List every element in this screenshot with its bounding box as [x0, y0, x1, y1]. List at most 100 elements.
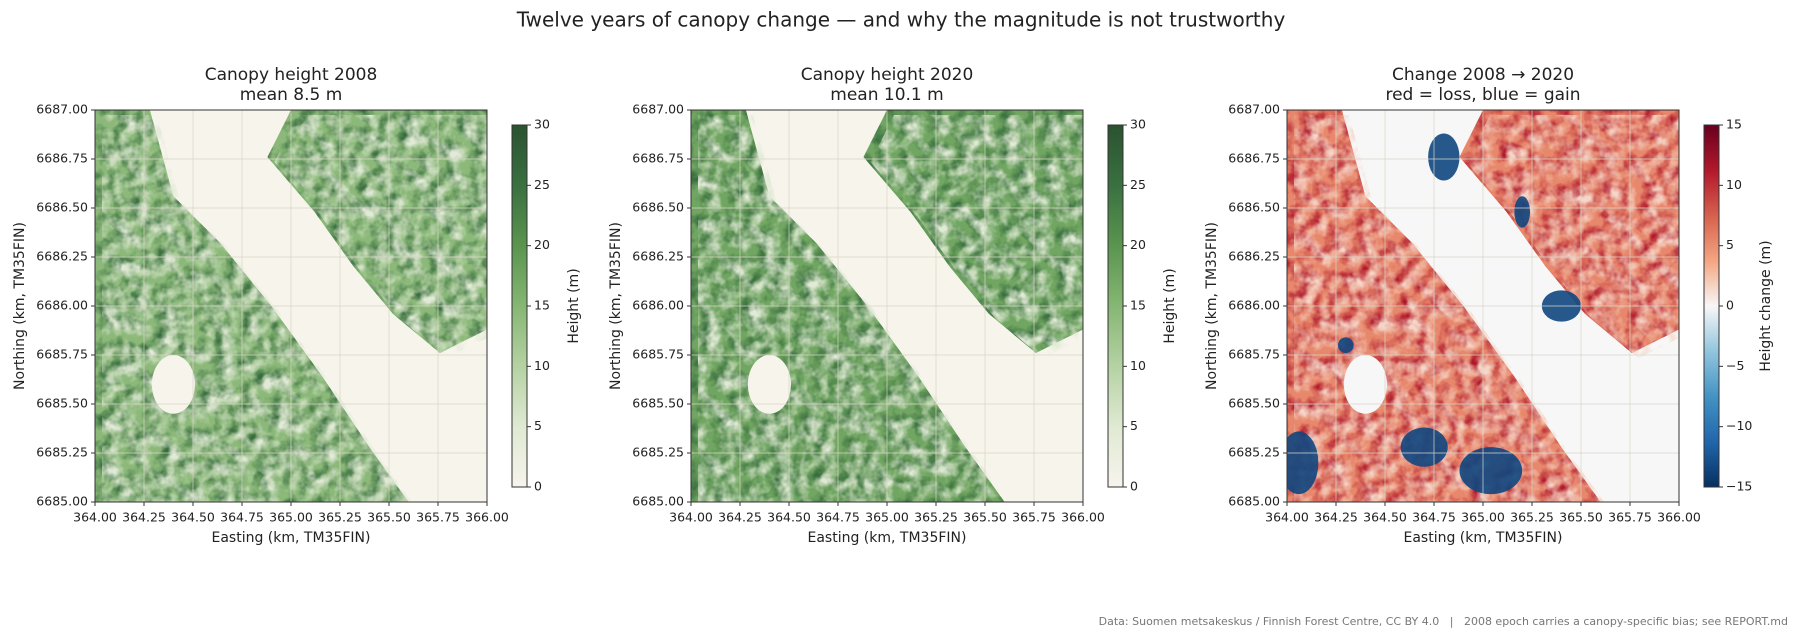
y-tick-label: 6687.00	[632, 102, 684, 117]
colorbar-tick-label: 0	[1130, 479, 1138, 494]
y-tick-label: 6686.50	[36, 200, 88, 215]
y-tick-label: 6685.50	[36, 396, 88, 411]
y-tick-label: 6685.75	[632, 347, 684, 362]
x-tick-label: 364.75	[816, 510, 860, 525]
x-tick-label: 365.25	[1510, 510, 1554, 525]
raster-patch	[747, 355, 791, 414]
y-tick-label: 6685.25	[1228, 445, 1280, 460]
raster	[691, 110, 1083, 502]
y-tick-label: 6686.50	[632, 200, 684, 215]
x-tick-label: 365.50	[367, 510, 411, 525]
raster-patch	[1400, 427, 1448, 467]
colorbar-tick-label: 25	[1130, 177, 1146, 192]
x-tick-label: 365.50	[1559, 510, 1603, 525]
y-tick-label: 6685.00	[632, 494, 684, 509]
y-tick-label: 6686.75	[36, 151, 88, 166]
y-tick-label: 6685.50	[632, 396, 684, 411]
x-tick-label: 364.25	[1314, 510, 1358, 525]
colorbar-tick-label: −5	[1726, 358, 1744, 373]
panel-title: Change 2008 → 2020	[1392, 65, 1574, 85]
x-tick-label: 366.00	[465, 510, 509, 525]
y-tick-label: 6685.75	[36, 347, 88, 362]
x-tick-label: 364.00	[1265, 510, 1309, 525]
y-tick-label: 6686.25	[632, 249, 684, 264]
colorbar-tick-label: 15	[534, 298, 550, 313]
x-tick-label: 364.25	[122, 510, 166, 525]
x-tick-label: 366.00	[1061, 510, 1105, 525]
x-tick-label: 364.75	[1412, 510, 1456, 525]
x-tick-label: 365.00	[1461, 510, 1505, 525]
colorbar-tick-label: 5	[1726, 237, 1734, 252]
colorbar-tick-label: 20	[534, 237, 550, 252]
x-tick-label: 364.50	[767, 510, 811, 525]
x-axis-label: Easting (km, TM35FIN)	[1404, 530, 1563, 546]
x-tick-label: 365.25	[318, 510, 362, 525]
x-tick-label: 365.50	[963, 510, 1007, 525]
raster-patch	[1514, 196, 1531, 228]
y-tick-label: 6685.25	[36, 445, 88, 460]
y-tick-label: 6686.75	[1228, 151, 1280, 166]
x-tick-label: 364.75	[220, 510, 264, 525]
raster-texture	[870, 115, 1083, 359]
panel-title: Canopy height 2008	[205, 65, 378, 85]
x-axis-label: Easting (km, TM35FIN)	[212, 530, 371, 546]
y-tick-label: 6685.25	[632, 445, 684, 460]
x-tick-label: 365.00	[269, 510, 313, 525]
colorbar-tick-label: 25	[534, 177, 550, 192]
x-tick-label: 365.75	[1012, 510, 1056, 525]
y-axis-label: Northing (km, TM35FIN)	[1204, 222, 1220, 390]
colorbar-tick-label: −15	[1726, 479, 1752, 494]
y-tick-label: 6686.00	[1228, 298, 1280, 313]
colorbar-tick-label: 0	[1726, 298, 1734, 313]
y-tick-label: 6686.00	[36, 298, 88, 313]
x-tick-label: 365.75	[1608, 510, 1652, 525]
raster	[95, 110, 487, 502]
colorbar-label: Height change (m)	[1758, 240, 1774, 371]
colorbar	[511, 124, 528, 488]
x-tick-label: 366.00	[1657, 510, 1701, 525]
y-tick-label: 6686.25	[1228, 249, 1280, 264]
y-tick-label: 6685.00	[1228, 494, 1280, 509]
raster	[1287, 110, 1679, 502]
x-axis-label: Easting (km, TM35FIN)	[808, 530, 967, 546]
colorbar-tick-label: 0	[534, 479, 542, 494]
colorbar-tick-label: 15	[1726, 117, 1742, 132]
footer-note: Data: Suomen metsakeskus / Finnish Fores…	[1099, 615, 1788, 628]
raster-texture	[1466, 115, 1679, 359]
colorbar-tick-label: −10	[1726, 418, 1752, 433]
raster-patch	[1343, 355, 1387, 414]
colorbar-tick-label: 5	[1130, 418, 1138, 433]
figure-title: Twelve years of canopy change — and why …	[516, 8, 1286, 32]
y-tick-label: 6685.00	[36, 494, 88, 509]
colorbar-tick-label: 10	[1726, 177, 1742, 192]
colorbar-tick-label: 30	[1130, 117, 1146, 132]
colorbar-label: Height (m)	[1162, 268, 1178, 343]
x-tick-label: 364.00	[669, 510, 713, 525]
x-tick-label: 365.00	[865, 510, 909, 525]
raster-patch	[151, 355, 195, 414]
colorbar-tick-label: 5	[534, 418, 542, 433]
y-tick-label: 6685.50	[1228, 396, 1280, 411]
x-tick-label: 364.50	[1363, 510, 1407, 525]
y-tick-label: 6687.00	[36, 102, 88, 117]
y-tick-label: 6686.25	[36, 249, 88, 264]
raster-patch	[1337, 337, 1354, 354]
y-tick-label: 6686.00	[632, 298, 684, 313]
colorbar-label: Height (m)	[566, 268, 582, 343]
raster-texture	[274, 115, 487, 359]
x-tick-label: 365.25	[914, 510, 958, 525]
colorbar-tick-label: 30	[534, 117, 550, 132]
raster-patch	[1459, 447, 1523, 495]
colorbar-tick-label: 10	[534, 358, 550, 373]
x-tick-label: 365.75	[416, 510, 460, 525]
colorbar-tick-label: 10	[1130, 358, 1146, 373]
raster-patch	[1428, 133, 1460, 181]
panel-title: Canopy height 2020	[801, 65, 974, 85]
colorbar	[1703, 124, 1720, 488]
y-axis-label: Northing (km, TM35FIN)	[12, 222, 28, 390]
panel-subtitle: red = loss, blue = gain	[1385, 85, 1580, 105]
colorbar	[1107, 124, 1124, 488]
colorbar-tick-label: 15	[1130, 298, 1146, 313]
x-tick-label: 364.25	[718, 510, 762, 525]
